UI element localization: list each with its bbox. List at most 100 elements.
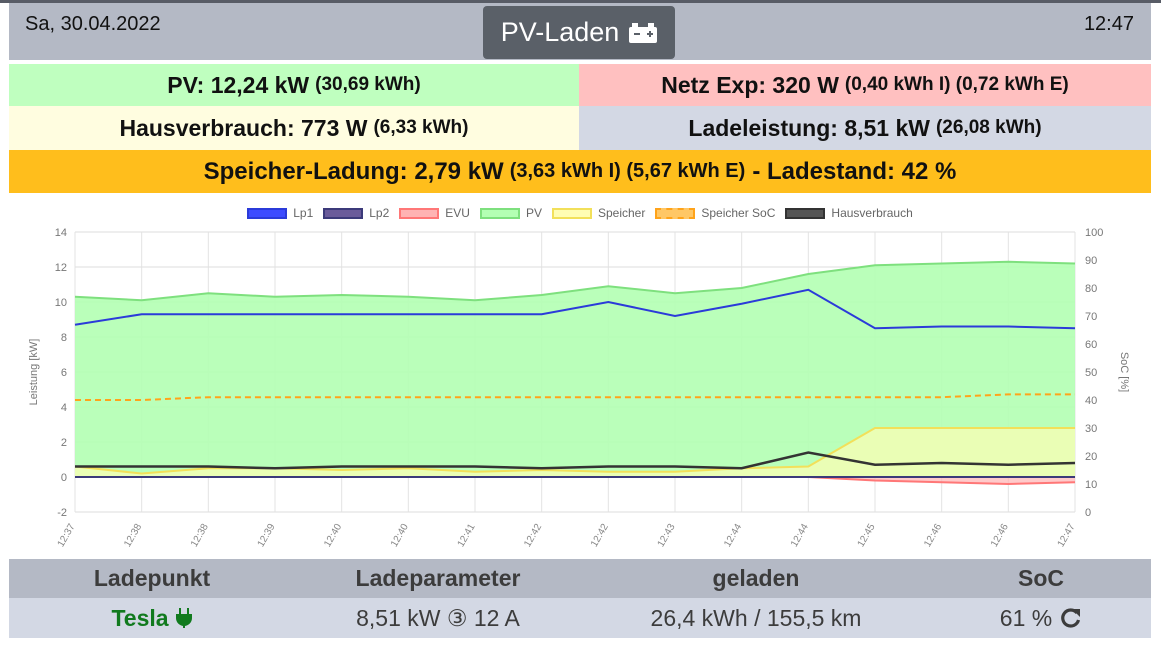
grid-energy: (0,40 kWh I) (0,72 kWh E)	[844, 74, 1069, 95]
x-tick-label: 12:42	[589, 522, 611, 550]
legend-label: Lp1	[293, 206, 314, 220]
legend-label: Speicher SoC	[701, 206, 776, 220]
speicher-area	[75, 428, 1075, 477]
chargepoint-name-cell: Tesla	[9, 598, 295, 638]
chart-canvas: -2 0 2 4 6 8 10 12 14 0 10 20 30 40 50 60 70 80 90 100 12:37…	[28, 227, 1130, 550]
charge-parameters: 8,51 kW ③ 12 A	[356, 604, 520, 631]
x-tick-label: 12:38	[189, 522, 211, 550]
y2-tick-label: 80	[1085, 283, 1097, 295]
legend-swatch	[785, 207, 826, 219]
current-date: Sa, 30.04.2022	[25, 13, 161, 35]
y-tick-label: 14	[55, 227, 67, 239]
header-soc: SoC	[1018, 565, 1064, 591]
pv-line	[74, 260, 1076, 302]
soc-value: 61 %	[999, 604, 1053, 631]
y-tick-label: 4	[61, 402, 67, 414]
pv-summary: PV: 12,24 kW (30,69 kWh)	[9, 64, 579, 106]
mode-label: PV-Laden	[500, 17, 620, 47]
y2-tick-label: 40	[1085, 395, 1097, 407]
legend-swatch	[551, 207, 592, 219]
chargepoint-table-header: Ladepunkt Ladeparameter geladen SoC	[9, 559, 1151, 598]
storage-soc: - Ladestand: 42 %	[752, 157, 957, 185]
legend-item-pv[interactable]: PV	[479, 206, 542, 220]
header-ladepunkt: Ladepunkt	[93, 565, 211, 591]
charging-summary: Ladeleistung: 8,51 kW (26,08 kWh)	[579, 106, 1151, 150]
header-ladeparameter: Ladeparameter	[355, 565, 521, 591]
legend-swatch	[399, 207, 440, 219]
charged-amount: 26,4 kWh / 155,5 km	[650, 604, 862, 631]
house-summary: Hausverbrauch: 773 W (6,33 kWh)	[9, 106, 579, 150]
x-tick-label: 12:42	[522, 522, 544, 550]
y-tick-label: 12	[55, 262, 67, 274]
y-tick-label: 6	[61, 367, 67, 379]
storage-energy: (3,63 kWh I) (5,67 kWh E)	[509, 160, 746, 182]
x-tick-label: 12:46	[989, 522, 1011, 550]
y2-tick-label: 60	[1085, 339, 1097, 351]
x-tick-label: 12:43	[656, 522, 678, 550]
pv-power: PV: 12,24 kW	[167, 71, 310, 98]
x-tick-label: 12:40	[389, 522, 411, 550]
header-bar: Sa, 30.04.2022 PV-Laden 12:47	[9, 3, 1151, 60]
legend-label: PV	[525, 206, 542, 220]
x-tick-label: 12:39	[256, 522, 278, 550]
x-tick-label: 12:41	[456, 522, 478, 550]
x-tick-label: 12:47	[1056, 522, 1078, 550]
legend-label: EVU	[445, 206, 470, 220]
x-tick-label: 12:37	[56, 522, 78, 550]
house-power: Hausverbrauch: 773 W	[119, 114, 368, 141]
y2-tick-label: 0	[1085, 507, 1091, 519]
charging-energy: (26,08 kWh)	[935, 117, 1042, 138]
y-tick-label: 2	[61, 437, 67, 449]
y-tick-label: 10	[55, 297, 67, 309]
legend-label: Speicher	[597, 206, 646, 220]
y2-tick-label: 100	[1085, 227, 1103, 239]
chargepoint-row[interactable]: Tesla 8,51 kW ③ 12 A 26,4 kWh / 155,5 km…	[9, 598, 1151, 638]
grid-summary: Netz Exp: 320 W (0,40 kWh I) (0,72 kWh E…	[579, 64, 1151, 106]
y-axis-title: Leistung [kW]	[28, 339, 40, 406]
y2-tick-label: 10	[1085, 479, 1097, 491]
legend-item-speicher-soc[interactable]: Speicher SoC	[655, 206, 775, 220]
grid-power: Netz Exp: 320 W	[661, 71, 839, 98]
y2-axis-title: SoC [%]	[1118, 352, 1130, 392]
x-tick-label: 12:44	[722, 522, 744, 550]
legend-item-lp1[interactable]: Lp1	[247, 206, 313, 220]
hausverbrauch-line	[75, 451, 1076, 470]
legend-swatch	[247, 207, 288, 219]
pv-area	[75, 261, 1075, 477]
chargepoint-name[interactable]: Tesla	[111, 605, 192, 632]
legend-item-speicher[interactable]: Speicher	[551, 206, 646, 220]
pv-energy: (30,69 kWh)	[315, 74, 421, 95]
storage-summary: Speicher-Ladung: 2,79 kW (3,63 kWh I) (5…	[9, 150, 1151, 193]
header-geladen: geladen	[712, 565, 800, 591]
storage-power: Speicher-Ladung: 2,79 kW	[203, 157, 504, 185]
y2-tick-label: 20	[1085, 451, 1097, 463]
plug-icon	[175, 608, 192, 628]
y2-tick-label: 90	[1085, 255, 1097, 267]
legend-item-hausverbrauch[interactable]: Hausverbrauch	[785, 206, 913, 220]
x-tick-label: 12:40	[322, 522, 344, 550]
legend-swatch	[655, 207, 696, 219]
legend-label: Lp2	[369, 206, 390, 220]
power-chart: Lp1 Lp2 EVU PV Speicher Speicher SoC Hausverbr…	[9, 200, 1151, 555]
refresh-icon[interactable]	[1060, 607, 1082, 629]
y2-tick-label: 50	[1085, 367, 1097, 379]
chart-legend: Lp1 Lp2 EVU PV Speicher Speicher SoC Hausverbr…	[9, 206, 1151, 220]
y-tick-label: 0	[61, 472, 67, 484]
chargepoint-label: Tesla	[111, 604, 169, 631]
legend-swatch	[479, 207, 520, 219]
legend-item-lp2[interactable]: Lp2	[323, 206, 389, 220]
legend-item-evu[interactable]: EVU	[399, 206, 470, 220]
top-border	[0, 0, 1161, 3]
y2-tick-label: 30	[1085, 423, 1097, 435]
y-tick-label: 8	[61, 332, 67, 344]
x-tick-label: 12:46	[922, 522, 944, 550]
soc-cell: 61 %	[931, 598, 1151, 638]
x-tick-label: 12:38	[122, 522, 144, 550]
speicher-soc-line	[75, 393, 1075, 401]
x-tick-label: 12:45	[856, 522, 878, 550]
charging-power: Ladeleistung: 8,51 kW	[688, 114, 930, 141]
evu-area	[75, 477, 1075, 484]
mode-button[interactable]: PV-Laden	[483, 6, 675, 59]
lp1-line	[74, 288, 1076, 330]
house-energy: (6,33 kWh)	[373, 117, 469, 138]
